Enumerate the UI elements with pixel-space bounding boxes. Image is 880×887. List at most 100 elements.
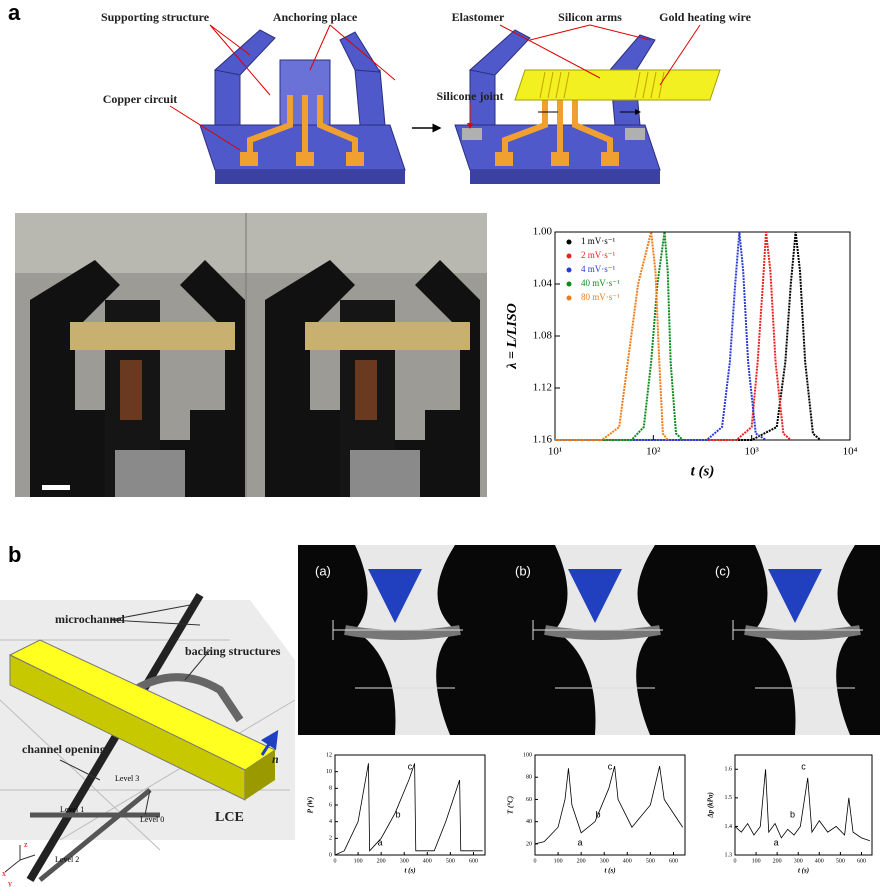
diagram-label: Silicone joint (436, 89, 503, 103)
y-axis-label: λ = L/LISO (505, 303, 520, 370)
x-tick-label: 200 (577, 858, 586, 864)
legend-marker (567, 296, 572, 301)
y-tick-label: 1.00 (533, 226, 553, 238)
x-tick-label: 200 (377, 858, 386, 864)
y-tick-label: 80 (526, 775, 532, 781)
diagram-label: Supporting structure (101, 10, 210, 24)
axis-label: z (24, 840, 28, 849)
legend-entry: 80 mV·s⁻¹ (581, 292, 620, 302)
x-tick-label: 10⁴ (843, 446, 858, 458)
data-line (535, 766, 683, 844)
legend-entry: 2 mV·s⁻¹ (581, 250, 616, 260)
annotation: a (774, 837, 779, 847)
x-tick-label: 400 (423, 858, 432, 864)
photo-label: (b) (515, 563, 531, 578)
axis-label: x (2, 869, 6, 878)
x-tick-label: 200 (773, 858, 782, 864)
figure: a b Supporting structure Anchoring place… (0, 0, 880, 887)
legend-marker (567, 240, 572, 245)
x-tick-label: 600 (857, 858, 866, 864)
page: a b Supporting structure Anchoring place… (0, 0, 880, 887)
data-line (555, 232, 683, 440)
diagram-label: Silicon arms (558, 10, 622, 24)
y-tick-label: 1.4 (725, 824, 733, 830)
y-tick-label: 1.12 (533, 382, 552, 394)
diagram-label: LCE (215, 810, 244, 825)
legend-entry: 4 mV·s⁻¹ (581, 264, 616, 274)
data-line (735, 769, 870, 840)
y-tick-label: 1.5 (725, 795, 733, 801)
diagram-label: channel opening (22, 742, 106, 756)
y-tick-label: 2 (329, 836, 332, 842)
y-tick-label: 40 (526, 819, 532, 825)
y-tick-label: 12 (326, 752, 332, 758)
diagram-label: Copper circuit (103, 92, 178, 106)
annotation: c (608, 761, 613, 771)
panel-label: a (8, 0, 21, 25)
diagram-label: n (272, 752, 279, 766)
x-tick-label: 10³ (745, 446, 760, 458)
y-tick-label: 4 (329, 819, 332, 825)
diagram-label: Anchoring place (273, 10, 358, 24)
y-tick-label: 60 (526, 797, 532, 803)
annotation: b (395, 809, 400, 819)
legend-marker (567, 254, 572, 259)
channel-diagram (0, 595, 295, 880)
photo (15, 213, 487, 497)
y-tick-label: 20 (526, 841, 532, 847)
diagram-label: Level 1 (60, 805, 84, 814)
y-tick-label: 0 (329, 852, 332, 858)
x-tick-label: 0 (734, 858, 737, 864)
x-tick-label: 500 (836, 858, 845, 864)
diagram-label: Level 0 (140, 815, 164, 824)
x-tick-label: 0 (534, 858, 537, 864)
x-axis-label: t (s) (404, 867, 415, 875)
axis-label: y (8, 879, 12, 887)
photo (298, 545, 880, 735)
y-tick-label: 10 (326, 769, 332, 775)
y-tick-label: 100 (523, 752, 532, 758)
diagram-label: Elastomer (452, 10, 505, 24)
x-tick-label: 300 (600, 858, 609, 864)
x-tick-label: 600 (469, 858, 478, 864)
panel-label: b (8, 542, 21, 567)
legend-marker (567, 268, 572, 273)
x-tick-label: 500 (646, 858, 655, 864)
y-tick-label: 6 (329, 802, 332, 808)
annotation: c (408, 761, 413, 771)
diagram-label: backing structures (185, 644, 281, 658)
diagram-label: Level 3 (115, 774, 139, 783)
legend-entry: 1 mV·s⁻¹ (581, 236, 616, 246)
x-tick-label: 0 (334, 858, 337, 864)
annotation: a (577, 837, 582, 847)
x-axis-label: t (s) (691, 463, 715, 479)
diagram-label: microchannel (55, 612, 125, 626)
x-tick-label: 100 (554, 858, 563, 864)
device-diagram (170, 25, 720, 184)
y-tick-label: 1.08 (533, 330, 553, 342)
x-tick-label: 300 (794, 858, 803, 864)
x-tick-label: 400 (623, 858, 632, 864)
x-axis-label: t (s) (604, 867, 615, 875)
y-tick-label: 1.3 (725, 852, 733, 858)
x-tick-label: 600 (669, 858, 678, 864)
x-tick-label: 300 (400, 858, 409, 864)
x-axis-label: t (s) (798, 867, 809, 875)
y-tick-label: 1.6 (725, 767, 733, 773)
legend-entry: 40 mV·s⁻¹ (581, 278, 620, 288)
annotation: b (595, 809, 600, 819)
x-tick-label: 400 (815, 858, 824, 864)
y-tick-label: 1.04 (533, 278, 553, 290)
photo-label: (a) (315, 563, 331, 578)
x-tick-label: 500 (446, 858, 455, 864)
x-tick-label: 10² (646, 446, 661, 458)
annotation: a (377, 837, 382, 847)
y-axis-label: P (W) (307, 797, 315, 814)
annotation: b (790, 809, 795, 819)
data-line (335, 763, 483, 855)
y-axis-label: T (°C) (507, 796, 515, 814)
x-tick-label: 100 (354, 858, 363, 864)
diagram-label: Level 2 (55, 855, 79, 864)
y-tick-label: 1.16 (533, 434, 553, 446)
photo-label: (c) (715, 563, 730, 578)
